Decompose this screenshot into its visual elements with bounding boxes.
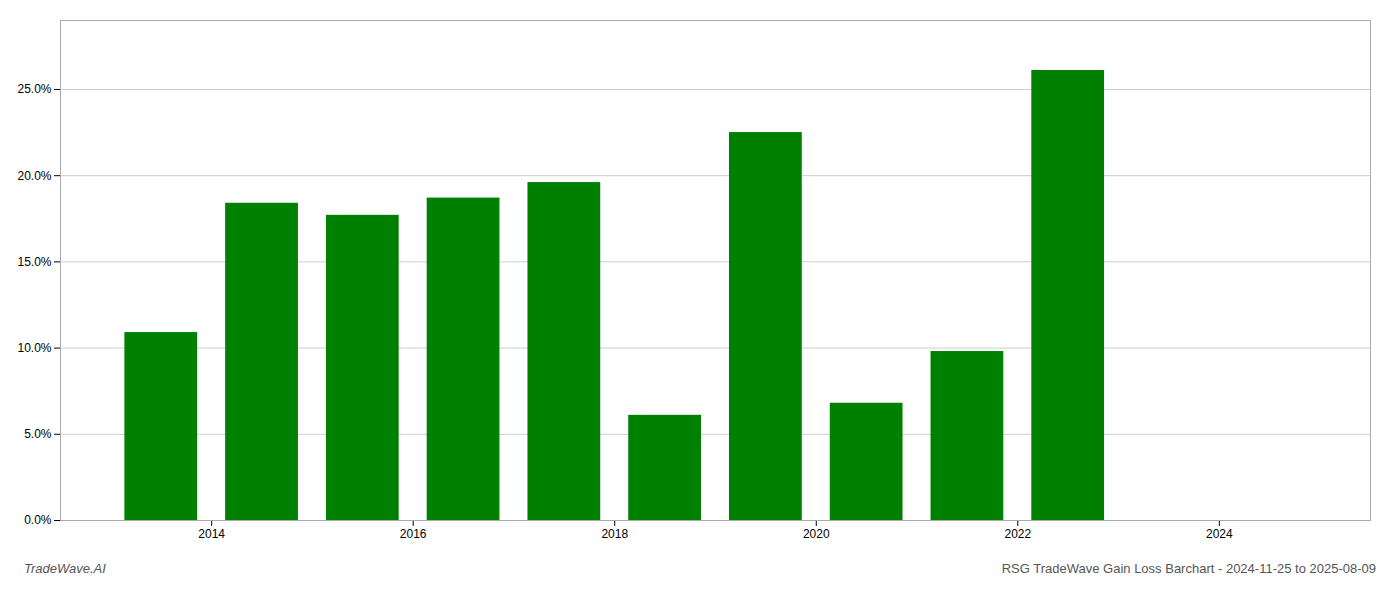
svg-text:10.0%: 10.0% [17, 341, 51, 355]
svg-text:20.0%: 20.0% [17, 169, 51, 183]
svg-text:2016: 2016 [400, 527, 427, 541]
svg-text:2020: 2020 [803, 527, 830, 541]
html-text:RSG TradeWave Gain Loss Barcha: RSG TradeWave Gain Loss Barchart - 2024-… [1001, 561, 1376, 576]
svg-text:2022: 2022 [1004, 527, 1031, 541]
html-text:TradeWave.AI: TradeWave.AI [24, 561, 106, 576]
svg-text:5.0%: 5.0% [24, 427, 52, 441]
svg-text:2024: 2024 [1206, 527, 1233, 541]
svg-text:15.0%: 15.0% [17, 255, 51, 269]
svg-text:2018: 2018 [601, 527, 628, 541]
svg-text:25.0%: 25.0% [17, 82, 51, 96]
svg-text:0.0%: 0.0% [24, 513, 52, 527]
svg-text:2014: 2014 [198, 527, 225, 541]
